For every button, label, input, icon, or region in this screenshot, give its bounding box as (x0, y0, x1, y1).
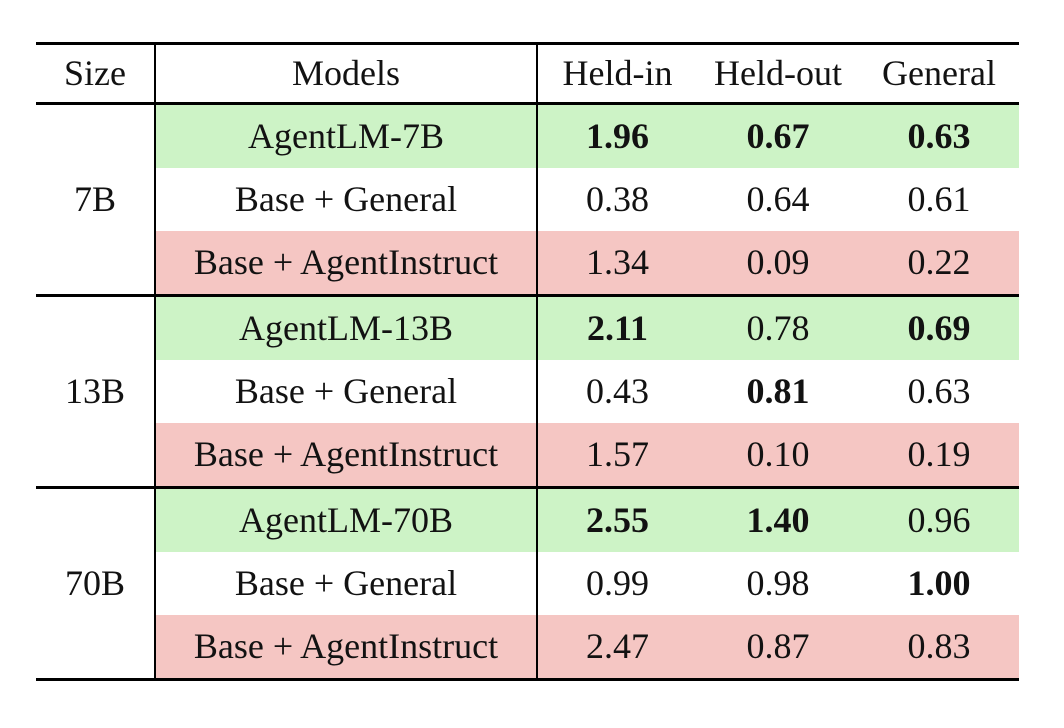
table-row: 70B AgentLM-70B 2.55 1.40 0.96 (36, 487, 1019, 681)
score-cell: 0.64 (746, 178, 810, 219)
score-cell: 0.43 (586, 370, 649, 411)
model-name-cell: AgentLM-7B (155, 103, 538, 168)
table-row: 7B AgentLM-7B 1.96 0.67 0.63 (36, 103, 1019, 297)
score-cell: 0.96 (907, 499, 971, 540)
score-cell: 1.96 (586, 115, 649, 156)
table-row: Base + General 0.43 0.81 0.63 (36, 360, 1019, 423)
table-row: Base + General 0.99 0.98 1.00 (36, 552, 1019, 615)
score-cell: 0.19 (859, 423, 1019, 489)
score-cell: 0.38 (586, 178, 649, 219)
score-cell: 1.57 (537, 423, 697, 489)
table-row: 13B AgentLM-13B 2.11 0.78 0.69 (36, 295, 1019, 489)
score-cell: 0.09 (697, 231, 859, 297)
score-cell: 0.83 (859, 615, 1019, 681)
score-cell: 0.78 (746, 307, 810, 348)
column-header-held-out: Held-out (697, 42, 859, 105)
header-row: Size Models Held-in Held-out General (36, 42, 1019, 105)
score-cell: 2.11 (586, 307, 648, 348)
size-group-13b: 13B AgentLM-13B 2.11 0.78 0.69 Base + Ge… (36, 295, 1019, 489)
table-row: Base + General 0.38 0.64 0.61 (36, 168, 1019, 231)
score-cell: 0.63 (907, 370, 971, 411)
column-header-models: Models (155, 42, 538, 105)
size-cell: 7B (36, 103, 156, 297)
size-group-70b: 70B AgentLM-70B 2.55 1.40 0.96 Base + Ge… (36, 487, 1019, 681)
results-table: Size Models Held-in Held-out General 7B … (36, 42, 1019, 681)
score-cell: 0.69 (907, 307, 971, 348)
model-name-cell: Base + AgentInstruct (155, 423, 538, 489)
model-name-cell: Base + General (155, 360, 538, 423)
size-cell: 70B (36, 487, 156, 681)
column-header-general: General (859, 42, 1019, 105)
model-name-cell: AgentLM-13B (155, 295, 538, 360)
score-cell: 0.22 (859, 231, 1019, 297)
column-header-held-in: Held-in (537, 42, 697, 105)
paper-table-figure: Size Models Held-in Held-out General 7B … (36, 42, 1019, 681)
score-cell: 0.61 (907, 178, 971, 219)
table-row: Base + AgentInstruct 1.34 0.09 0.22 (36, 231, 1019, 297)
table-row: Base + AgentInstruct 2.47 0.87 0.83 (36, 615, 1019, 681)
model-name-cell: Base + AgentInstruct (155, 231, 538, 297)
size-group-7b: 7B AgentLM-7B 1.96 0.67 0.63 Base + Gene… (36, 103, 1019, 297)
score-cell: 1.00 (907, 562, 971, 603)
model-name-cell: Base + General (155, 168, 538, 231)
model-name-cell: Base + AgentInstruct (155, 615, 538, 681)
column-header-size: Size (36, 42, 156, 105)
score-cell: 0.67 (746, 115, 810, 156)
score-cell: 0.87 (697, 615, 859, 681)
score-cell: 1.34 (537, 231, 697, 297)
model-name-cell: Base + General (155, 552, 538, 615)
score-cell: 0.81 (746, 370, 810, 411)
score-cell: 1.40 (746, 499, 810, 540)
score-cell: 0.63 (907, 115, 971, 156)
table-row: Base + AgentInstruct 1.57 0.10 0.19 (36, 423, 1019, 489)
model-name-cell: AgentLM-70B (155, 487, 538, 552)
score-cell: 2.55 (586, 499, 649, 540)
score-cell: 0.98 (746, 562, 810, 603)
score-cell: 0.99 (586, 562, 649, 603)
size-cell: 13B (36, 295, 156, 489)
score-cell: 0.10 (697, 423, 859, 489)
score-cell: 2.47 (537, 615, 697, 681)
